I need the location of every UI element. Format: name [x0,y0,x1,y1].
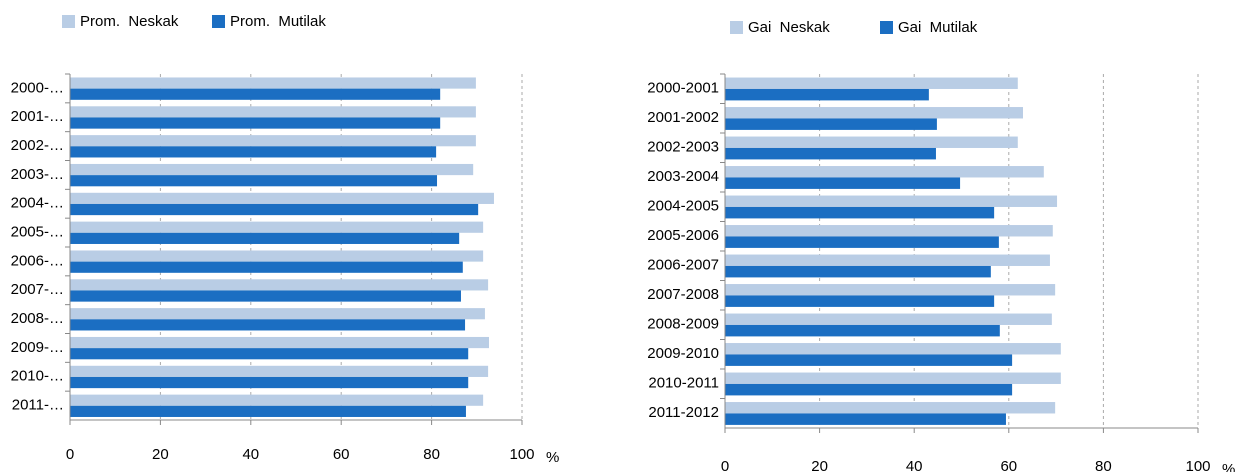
y-tick-label: 2003-… [11,166,64,183]
bar [725,166,1044,178]
bar [725,195,1058,207]
bar [725,88,929,101]
x-tick-label: 0 [66,446,74,463]
x-tick-label: 80 [1095,458,1112,472]
y-tick-label: 2008-2009 [647,316,719,333]
bar [70,163,474,176]
bar [725,295,995,307]
bar [725,265,991,278]
bar [725,206,995,219]
y-tick-label: 2004-2005 [647,198,719,215]
bar [70,290,461,302]
bar [725,343,1061,355]
bar [70,203,479,216]
bar [70,319,466,331]
y-tick-label: 2006-… [11,252,64,269]
y-tick-label: 2002-2003 [647,139,719,156]
y-tick-label: 2005-… [11,224,64,241]
bar [70,175,438,187]
x-tick-label: 40 [906,458,923,472]
y-tick-label: 2010-2011 [648,375,719,392]
y-tick-label: 2001-… [11,108,64,125]
bar [70,146,437,158]
bar [725,413,1006,425]
bar [725,402,1056,414]
x-tick-label: 60 [333,446,350,463]
bar [725,147,936,160]
bar [70,365,489,377]
bar [70,308,485,320]
bar [725,107,1023,119]
legend-swatch [62,15,75,28]
y-tick-label: 2002-… [11,137,64,154]
x-tick-label: 20 [811,458,828,472]
x-tick-label: 40 [242,446,259,463]
y-tick-label: 2005-2006 [647,227,719,244]
x-tick-label: 100 [1185,458,1210,472]
bar [725,372,1061,384]
legend-swatch [730,21,743,34]
x-axis-label: % [1222,461,1235,472]
y-tick-label: 2006-2007 [647,257,719,274]
legend-swatch [212,15,225,28]
bar [70,250,484,262]
bar [725,177,961,189]
y-tick-label: 2009-… [11,339,64,356]
y-tick-label: 2003-2004 [647,168,719,185]
legend-label: Gai Neskak [748,19,830,36]
bar [70,77,476,89]
bar [725,324,1000,337]
y-tick-label: 2011-2012 [648,404,719,421]
y-tick-label: 2010-… [11,368,64,385]
y-tick-label: 2001-2002 [647,109,719,126]
y-tick-label: 2011-… [12,397,64,414]
bar [725,383,1013,396]
legend-label: Gai Mutilak [898,19,978,36]
y-tick-label: 2000-… [11,79,64,96]
bar [725,313,1052,325]
bar [725,254,1050,266]
bar [70,348,469,360]
bar [70,261,463,273]
bar [70,232,460,244]
bar [725,354,1013,366]
y-tick-label: 2008-… [11,310,64,327]
legend-label: Prom. Neskak [80,13,179,30]
bar [70,106,476,118]
legend-label: Prom. Mutilak [230,13,326,30]
bar [70,279,489,291]
bar [70,88,441,100]
x-tick-label: 80 [423,446,440,463]
bar [70,405,466,417]
bar [725,236,999,248]
y-tick-label: 2004-… [11,195,64,212]
bar [70,336,490,349]
x-tick-label: 0 [721,458,729,472]
bar [70,192,494,204]
bar [70,376,469,389]
bar [725,225,1053,237]
x-tick-label: 20 [152,446,169,463]
bar [725,284,1056,296]
bar [725,118,937,130]
y-tick-label: 2000-2001 [647,80,719,97]
bar [70,117,441,129]
y-tick-label: 2007-… [11,281,64,298]
x-axis-label: % [546,449,559,466]
x-tick-label: 100 [509,446,534,463]
y-tick-label: 2007-2008 [647,286,719,303]
bar [725,136,1018,148]
legend-swatch [880,21,893,34]
bar [70,135,476,147]
bar [725,77,1018,89]
bar [70,221,484,233]
bar [70,394,484,406]
x-tick-label: 60 [1000,458,1017,472]
y-tick-label: 2009-2010 [647,345,719,362]
